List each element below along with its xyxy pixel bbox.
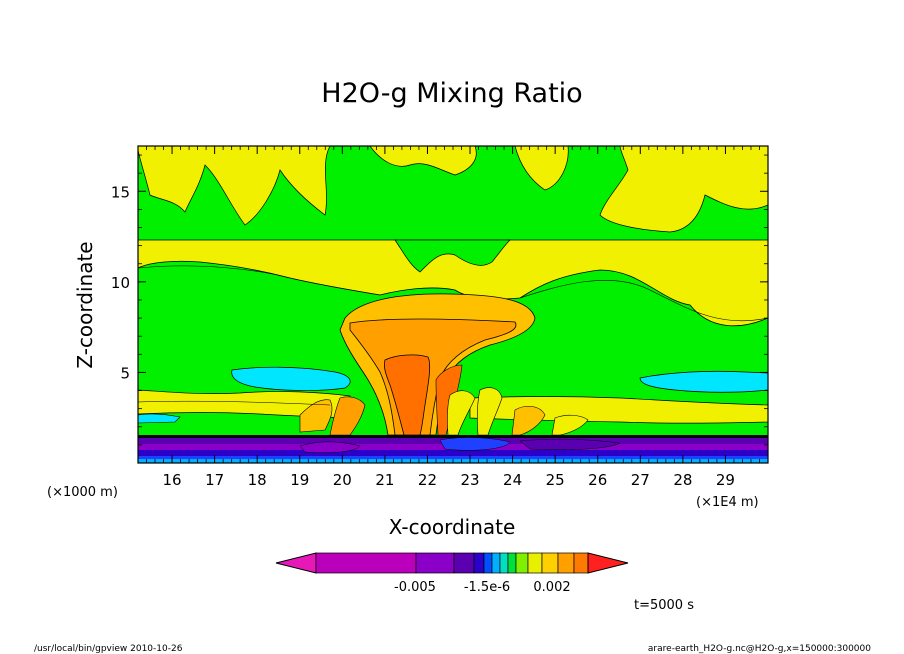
contour-line-c bbox=[138, 400, 331, 406]
colorbar-tick-label: -0.005 bbox=[394, 580, 436, 595]
colorbar-swatch bbox=[499, 552, 509, 574]
yellow-region-upper-mid bbox=[369, 146, 477, 176]
contour-line-b bbox=[519, 279, 768, 322]
x-scale-note: (×1000 m) bbox=[47, 485, 118, 500]
y-tick-label: 10 bbox=[111, 274, 130, 292]
orange-cell-2 bbox=[329, 396, 366, 436]
boundary-black-line bbox=[138, 435, 768, 438]
yellow-band-mid bbox=[138, 239, 768, 327]
chart-title: H2O-g Mixing Ratio bbox=[321, 78, 582, 109]
colorbar-tick-label: -1.5e-6 bbox=[464, 580, 510, 595]
x-tick-label: 28 bbox=[673, 471, 692, 489]
colorbar-under-arrow bbox=[275, 552, 317, 574]
orange-cell-3 bbox=[511, 406, 546, 436]
x-unit-note: (×1E4 m) bbox=[696, 495, 759, 510]
purple-eddy-right bbox=[519, 439, 621, 450]
x-tick-label: 27 bbox=[631, 471, 650, 489]
colorbar-swatch bbox=[415, 552, 455, 574]
y-tick-label: 15 bbox=[111, 183, 130, 201]
y-axis-ticks: 5 10 15 bbox=[111, 154, 768, 446]
x-tick-label: 22 bbox=[418, 471, 437, 489]
purple-eddy-left bbox=[299, 441, 361, 453]
x-tick-label: 24 bbox=[503, 471, 522, 489]
colorbar-swatch bbox=[541, 552, 559, 574]
green-bumps-mid bbox=[394, 239, 511, 273]
boundary-blue-band bbox=[138, 456, 768, 459]
x-tick-label: 19 bbox=[290, 471, 309, 489]
colorbar-swatch bbox=[515, 552, 529, 574]
colorbar-swatch bbox=[573, 552, 589, 574]
yellow-region-upper-right-1 bbox=[514, 146, 569, 191]
x-tick-label: 20 bbox=[333, 471, 352, 489]
colorbar-swatch bbox=[527, 552, 543, 574]
colorbar-tick-label: 0.002 bbox=[533, 580, 570, 595]
blue-eddy-center bbox=[439, 437, 511, 451]
x-tick-label: 17 bbox=[205, 471, 224, 489]
x-tick-label: 23 bbox=[460, 471, 479, 489]
colorbar-swatch bbox=[507, 552, 517, 574]
yellow-cell-3 bbox=[551, 414, 589, 436]
colorbar-swatch bbox=[557, 552, 575, 574]
yellow-cell-2 bbox=[477, 387, 503, 436]
boundary-indigo-band bbox=[138, 450, 768, 456]
colorbar-swatch bbox=[315, 552, 417, 574]
time-label: t=5000 s bbox=[634, 598, 694, 613]
x-tick-label: 16 bbox=[163, 471, 182, 489]
yellow-region-upper-right-2 bbox=[599, 146, 768, 233]
footer-right: arare-earth_H2O-g.nc@H2O-g,x=150000:3000… bbox=[648, 644, 871, 654]
colorbar-over-arrow bbox=[587, 552, 629, 574]
colorbar-labels: -0.005 -1.5e-6 0.002 bbox=[394, 580, 571, 595]
cyan-pocket-left bbox=[231, 366, 351, 391]
x-axis-ticks: 16 17 18 19 20 21 22 23 24 25 26 27 28 29 bbox=[146, 146, 760, 489]
x-tick-label: 29 bbox=[716, 471, 735, 489]
colorbar-swatch bbox=[453, 552, 475, 574]
contour-field bbox=[138, 146, 768, 463]
x-tick-label: 25 bbox=[546, 471, 565, 489]
y-tick-label: 5 bbox=[120, 364, 130, 382]
contour-line-a bbox=[138, 265, 381, 296]
cyan-pocket-right bbox=[639, 370, 768, 393]
orange-cell-1 bbox=[299, 399, 333, 433]
y-axis-label: Z-coordinate bbox=[73, 241, 97, 368]
x-tick-label: 26 bbox=[588, 471, 607, 489]
colorbar bbox=[275, 552, 629, 574]
cyan-sliver-left bbox=[138, 413, 181, 424]
x-tick-label: 18 bbox=[248, 471, 267, 489]
yellow-region-upper-left bbox=[138, 146, 331, 226]
footer-left: /usr/local/bin/gpview 2010-10-26 bbox=[34, 644, 183, 654]
x-tick-label: 21 bbox=[375, 471, 394, 489]
colorbar-swatch bbox=[491, 552, 501, 574]
colorbar-swatch bbox=[473, 552, 485, 574]
x-axis-label: X-coordinate bbox=[389, 515, 516, 539]
yellow-cell-1 bbox=[447, 390, 476, 436]
colorbar-swatch bbox=[483, 552, 493, 574]
dark-orange-core bbox=[383, 354, 431, 436]
